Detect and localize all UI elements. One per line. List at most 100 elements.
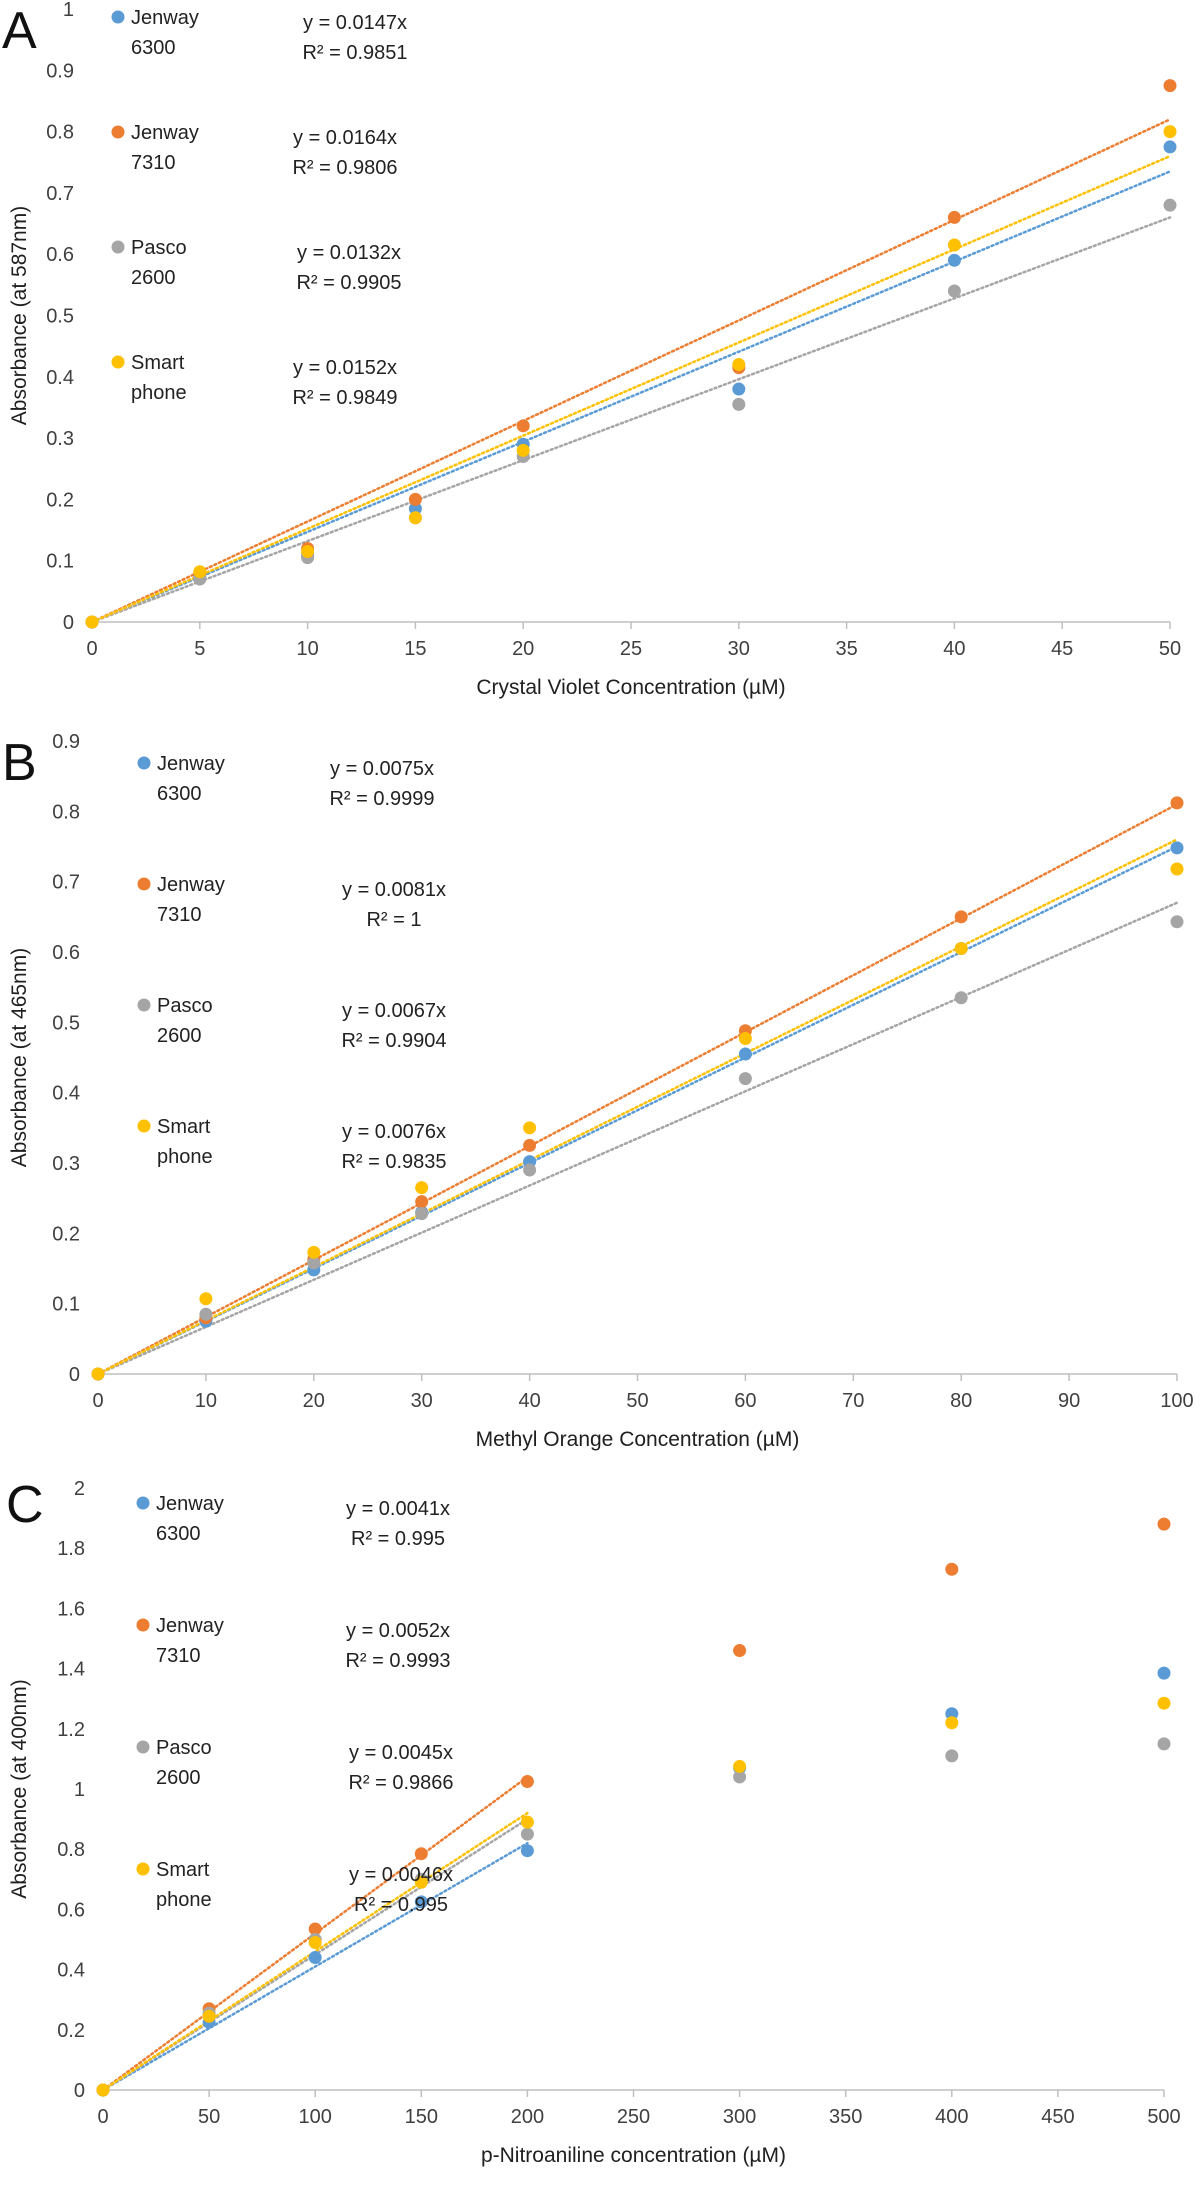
legend-marker xyxy=(136,1740,150,1754)
x-axis-title: Methyl Orange Concentration (µM) xyxy=(476,1428,800,1451)
trendline-4 xyxy=(96,838,1179,1376)
y-tick-label: 0 xyxy=(69,1364,80,1386)
trendline-equation: y = 0.0147x xyxy=(303,12,407,34)
data-point-series-3 xyxy=(523,1163,537,1177)
trendline-r-squared: R² = 0.9999 xyxy=(329,788,434,810)
data-point-series-4 xyxy=(733,1759,747,1773)
legend-label-line-2: phone xyxy=(156,1889,212,1911)
trendline-r-squared: R² = 0.9806 xyxy=(292,157,397,179)
legend-label-line-1: Jenway xyxy=(157,753,225,775)
data-point-series-4 xyxy=(414,1875,428,1889)
y-tick-label: 0.4 xyxy=(57,1960,85,1982)
data-point-series-1 xyxy=(738,1047,752,1061)
legend-label-line-1: Jenway xyxy=(156,1493,224,1515)
x-tick-label: 45 xyxy=(1051,638,1073,660)
y-tick-label: 0.2 xyxy=(57,2020,85,2042)
x-tick-label: 50 xyxy=(626,1390,648,1412)
y-tick-label: 0.2 xyxy=(52,1223,80,1245)
data-point-series-4 xyxy=(1163,125,1177,139)
data-point-series-3 xyxy=(199,1307,213,1321)
data-point-series-2 xyxy=(945,1562,959,1576)
data-point-series-3 xyxy=(732,397,746,411)
legend-marker xyxy=(111,240,125,254)
legend-label-line-2: 7310 xyxy=(157,904,202,926)
trendline-2 xyxy=(90,118,1172,624)
x-axis-title: Crystal Violet Concentration (µM) xyxy=(476,676,785,699)
data-point-series-2 xyxy=(1163,79,1177,93)
legend-marker xyxy=(137,756,151,770)
data-point-series-4 xyxy=(738,1032,752,1046)
legend-marker xyxy=(137,877,151,891)
legend-label-line-1: Jenway xyxy=(131,7,199,29)
trendline-r-squared: R² = 0.9851 xyxy=(302,42,407,64)
y-tick-label: 0.7 xyxy=(46,183,74,205)
data-point-series-2 xyxy=(523,1138,537,1152)
legend-marker xyxy=(136,1862,150,1876)
data-point-series-2 xyxy=(520,1774,534,1788)
legend-entry-4: Smart phone y = 0.0076x R² = 0.9835 xyxy=(137,1116,447,1173)
y-tick-label: 1 xyxy=(63,0,74,21)
trendline-equation: y = 0.0132x xyxy=(297,242,401,264)
y-axis-title: Absorbance (at 465nm) xyxy=(8,948,31,1167)
y-tick-label: 0.8 xyxy=(57,1839,85,1861)
x-tick-label: 60 xyxy=(734,1390,756,1412)
data-point-series-2 xyxy=(1157,1517,1171,1531)
x-tick-label: 35 xyxy=(835,638,857,660)
x-tick-label: 15 xyxy=(404,638,426,660)
y-tick-label: 0.3 xyxy=(46,428,74,450)
x-tick-label: 70 xyxy=(842,1390,864,1412)
trendline-equation: y = 0.0045x xyxy=(349,1742,453,1764)
trendline-equation: y = 0.0052x xyxy=(346,1620,450,1642)
trendline-equation: y = 0.0152x xyxy=(293,357,397,379)
y-tick-label: 2 xyxy=(74,1478,85,1500)
y-tick-label: 0.1 xyxy=(52,1294,80,1316)
x-tick-label: 0 xyxy=(97,2106,108,2128)
y-tick-label: 0.3 xyxy=(52,1153,80,1175)
trendline-3 xyxy=(90,216,1172,624)
x-tick-label: 300 xyxy=(723,2106,756,2128)
data-point-series-2 xyxy=(308,1922,322,1936)
y-tick-label: 0.9 xyxy=(46,60,74,82)
data-point-series-3 xyxy=(307,1256,321,1270)
data-point-series-1 xyxy=(308,1951,322,1965)
x-tick-label: 20 xyxy=(512,638,534,660)
legend-label-line-2: 6300 xyxy=(156,1523,201,1545)
trendline-r-squared: R² = 0.9866 xyxy=(348,1772,453,1794)
data-point-series-4 xyxy=(408,511,422,525)
data-point-series-2 xyxy=(1170,796,1184,810)
x-tick-label: 200 xyxy=(511,2106,544,2128)
x-tick-label: 10 xyxy=(195,1390,217,1412)
legend-entry-1: Jenway 6300 y = 0.0147x R² = 0.9851 xyxy=(111,7,408,64)
legend-marker xyxy=(137,1119,151,1133)
legend-label-line-1: Jenway xyxy=(156,1615,224,1637)
trendline-equation: y = 0.0076x xyxy=(342,1121,446,1143)
trendline-r-squared: R² = 1 xyxy=(366,909,421,931)
chart-panel-c: C 0 50 100 150 200 250 300 350 400 450 500 0 0.2 0.4 0.… xyxy=(6,1476,1181,2167)
data-point-series-1 xyxy=(945,1707,959,1721)
legend-label-line-2: 6300 xyxy=(157,783,202,805)
trendline-r-squared: R² = 0.9905 xyxy=(296,272,401,294)
panel-letter: C xyxy=(6,1476,44,1534)
legend-label-line-2: 2600 xyxy=(131,267,176,289)
data-point-series-2 xyxy=(415,1195,429,1209)
x-tick-label: 150 xyxy=(405,2106,438,2128)
data-point-series-1 xyxy=(520,1844,534,1858)
legend-label-line-1: Pasco xyxy=(157,995,213,1017)
legend-entry-4: Smart phone y = 0.0152x R² = 0.9849 xyxy=(111,352,398,409)
x-axis-title: p-Nitroaniline concentration (µM) xyxy=(481,2144,786,2167)
data-point-series-3 xyxy=(1157,1737,1171,1751)
x-tick-label: 40 xyxy=(943,638,965,660)
legend-label-line-2: phone xyxy=(157,1146,213,1168)
legend-label-line-2: 7310 xyxy=(131,152,176,174)
y-tick-label: 0.8 xyxy=(46,122,74,144)
y-tick-label: 1 xyxy=(74,1779,85,1801)
trendline-equation: y = 0.0046x xyxy=(349,1864,453,1886)
trendline-r-squared: R² = 0.995 xyxy=(351,1528,445,1550)
y-tick-label: 0.4 xyxy=(52,1083,80,1105)
trendline-2 xyxy=(96,803,1179,1376)
data-point-series-2 xyxy=(516,419,530,433)
y-tick-label: 1.8 xyxy=(57,1538,85,1560)
data-point-series-4 xyxy=(520,1815,534,1829)
data-point-series-3 xyxy=(520,1827,534,1841)
